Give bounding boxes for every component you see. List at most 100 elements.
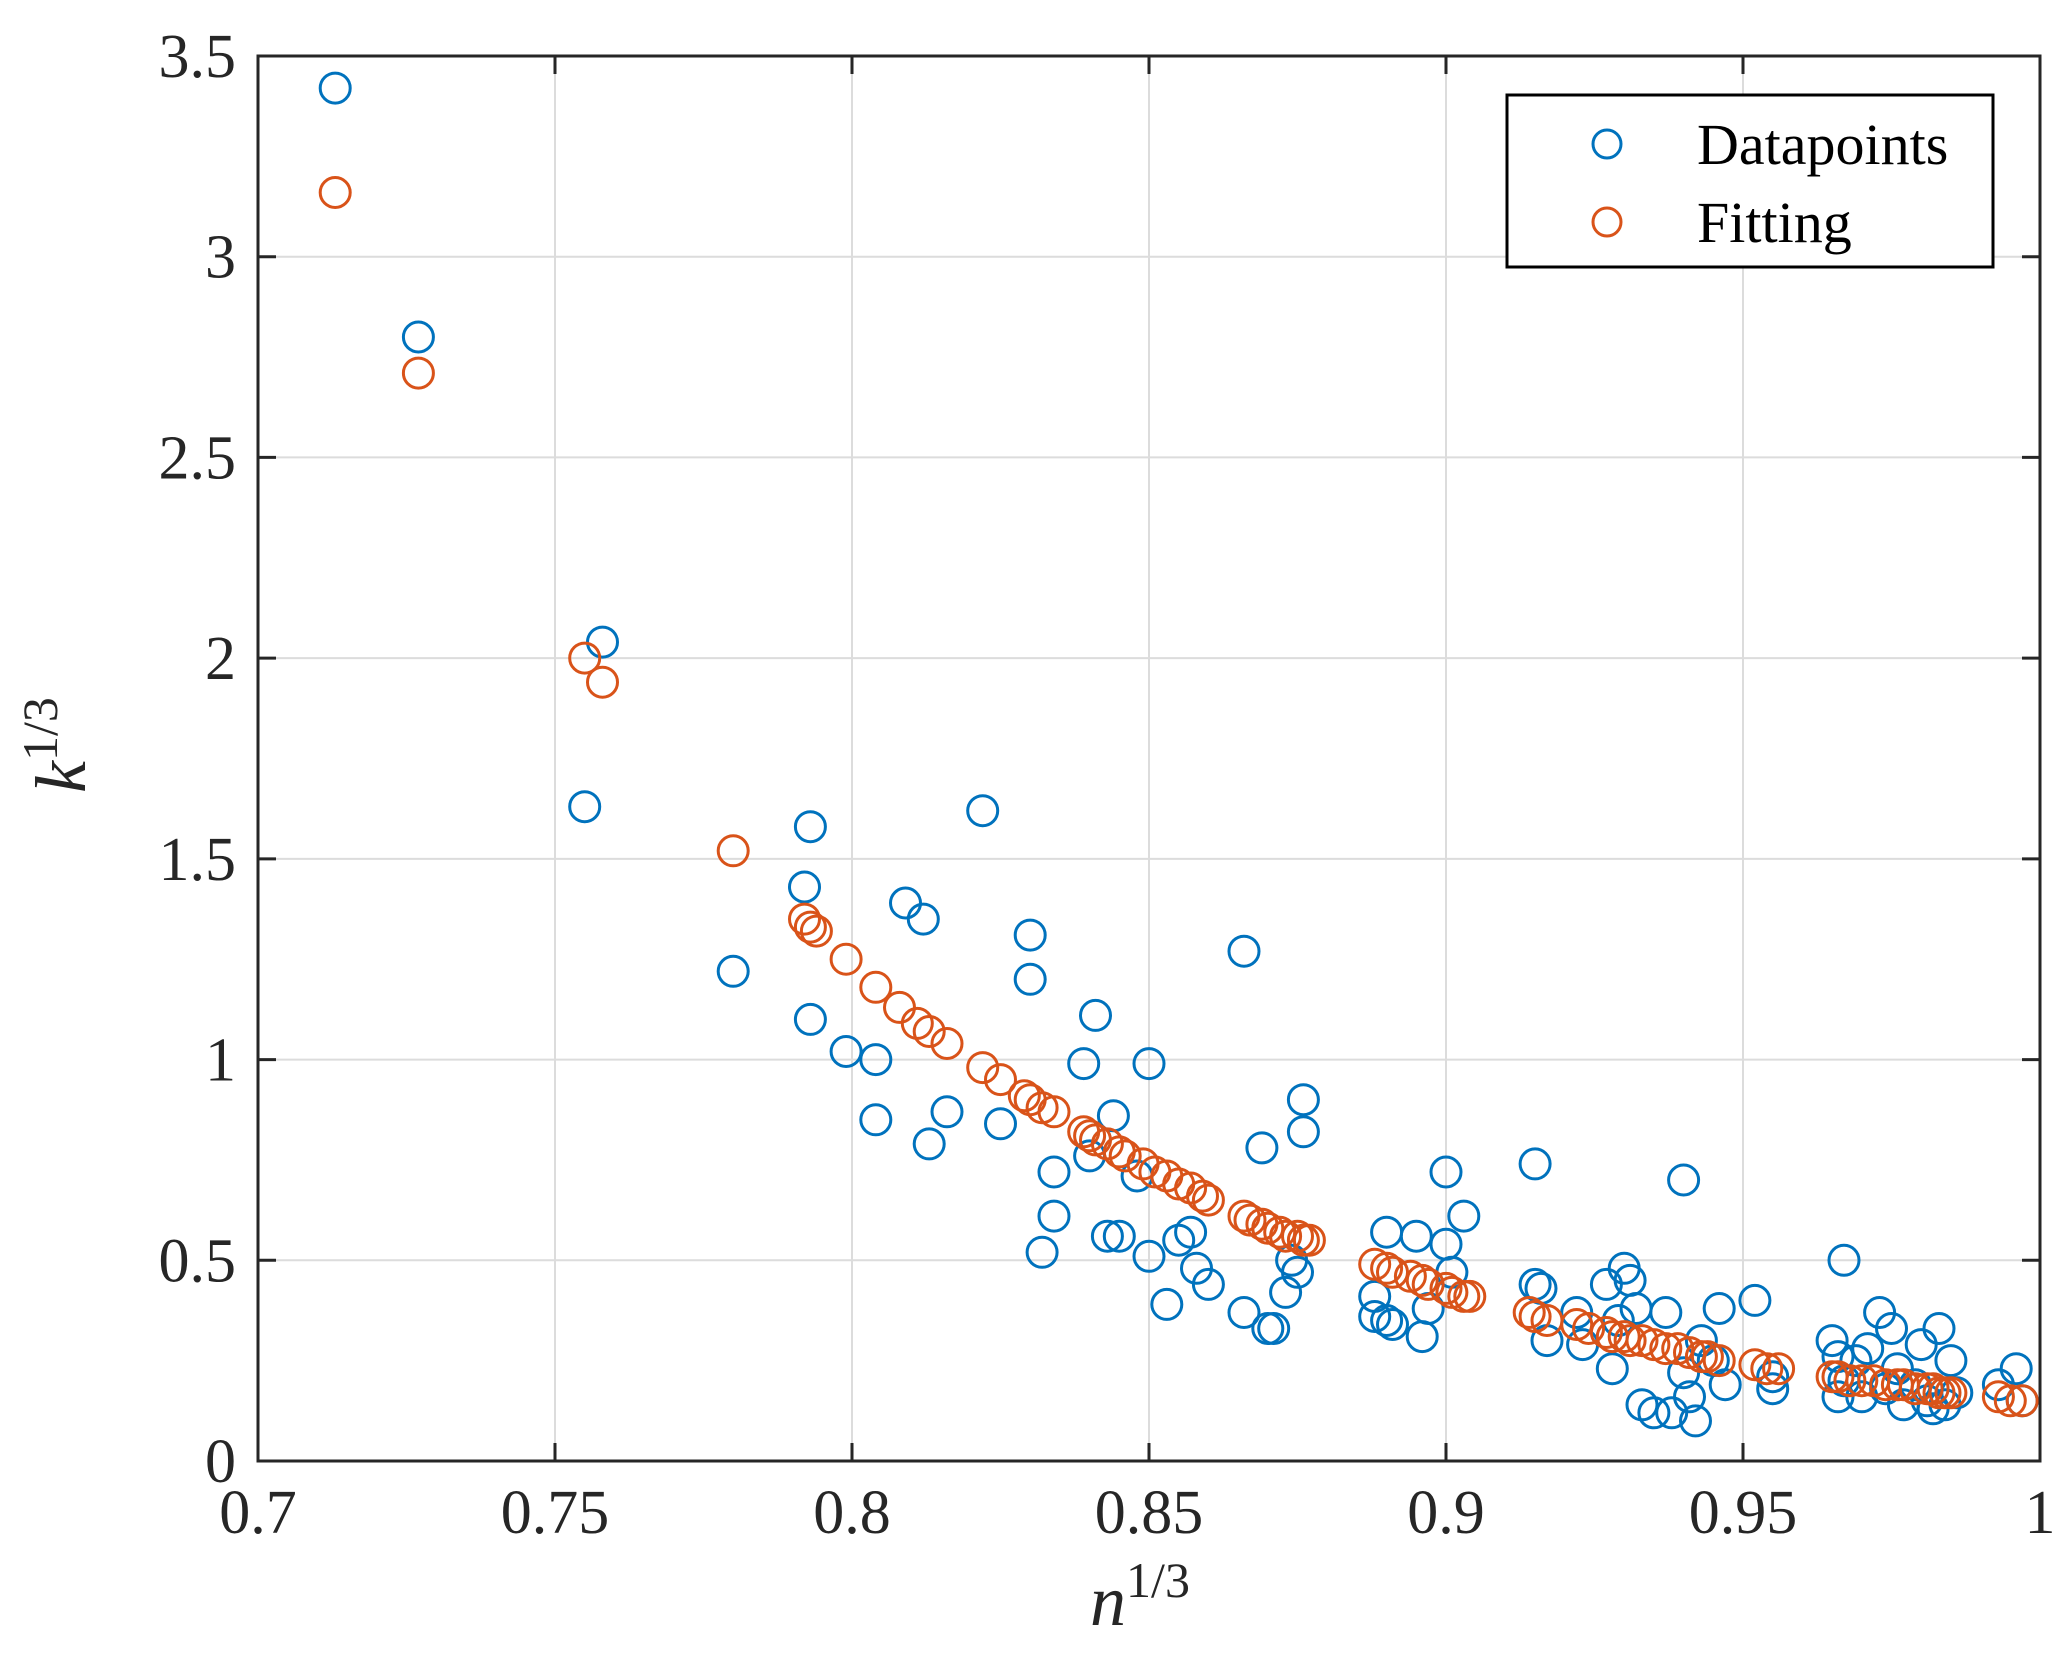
datapoints-point — [930, 1095, 964, 1129]
datapoints-point — [912, 1127, 946, 1161]
datapoints-point — [1191, 1267, 1225, 1301]
datapoints-point — [1067, 1047, 1101, 1081]
fitting-point — [788, 902, 821, 936]
datapoints-point — [1934, 1344, 1968, 1378]
legend-label-fitting: Fitting — [1697, 190, 1852, 255]
datapoints-point — [1922, 1312, 1956, 1345]
fitting-point — [930, 1027, 964, 1060]
y-tick-label: 2 — [205, 625, 236, 693]
datapoints-point — [1227, 934, 1261, 968]
datapoints-point — [1013, 918, 1047, 952]
fitting-point — [1649, 1332, 1683, 1366]
axis-ticks — [256, 54, 2042, 1463]
x-tick-label: 0.8 — [813, 1479, 891, 1547]
x-tick-label: 0.95 — [1689, 1479, 1798, 1547]
datapoints-point — [1667, 1163, 1701, 1197]
y-tick-label: 2.5 — [159, 424, 237, 492]
fitting-point — [1589, 1316, 1623, 1349]
datapoints-point — [1649, 1296, 1683, 1329]
datapoints-point — [1601, 1304, 1635, 1337]
fitting-point — [1007, 1079, 1041, 1113]
datapoints-point — [1286, 1083, 1320, 1117]
fitting-point — [1702, 1344, 1736, 1378]
datapoints-point — [1257, 1312, 1291, 1345]
datapoints-point — [1702, 1292, 1736, 1325]
legend-marker-fitting — [1591, 206, 1623, 238]
fitting-point — [829, 942, 863, 976]
datapoints-point — [568, 790, 602, 824]
datapoints-point — [1851, 1332, 1885, 1366]
datapoints-point — [859, 1043, 893, 1077]
datapoints-point — [318, 71, 352, 105]
datapoints-point — [1132, 1047, 1166, 1081]
fitting-point — [1411, 1267, 1445, 1301]
datapoints-point — [716, 954, 750, 988]
fitting-point — [912, 1015, 946, 1048]
datapoints-point — [1429, 1155, 1463, 1189]
fitting-point — [793, 910, 827, 944]
y-tick-label: 1.5 — [159, 826, 237, 894]
datapoints-point — [1174, 1215, 1208, 1249]
datapoints-point — [1738, 1283, 1772, 1317]
y-tick-labels: 0 0.5 1 1.5 2 2.5 3 3.5 — [159, 23, 237, 1496]
datapoints-point — [859, 1103, 893, 1137]
fitting-point — [1512, 1296, 1546, 1329]
datapoints-point — [1079, 998, 1112, 1032]
fitting-point — [1845, 1364, 1879, 1398]
datapoints-point — [1227, 1296, 1261, 1329]
y-tick-label: 3 — [205, 224, 236, 292]
datapoints-point — [984, 1107, 1017, 1141]
fitting-point — [1186, 1179, 1219, 1213]
datapoints-point — [1376, 1308, 1409, 1341]
fitting-point — [1613, 1324, 1647, 1358]
fitting-point — [318, 176, 352, 209]
y-axis-label-exponent: 1/3 — [12, 697, 68, 761]
y-tick-label: 3.5 — [159, 23, 237, 91]
fitting-point — [859, 970, 893, 1004]
datapoints-point — [1999, 1352, 2033, 1386]
datapoints-point — [1756, 1372, 1790, 1406]
datapoints-point — [1447, 1199, 1481, 1233]
legend-box — [1505, 93, 1995, 269]
datapoints-point — [793, 1002, 827, 1036]
fitting-point — [1263, 1215, 1297, 1249]
datapoints-point — [401, 320, 435, 354]
fitting-point — [1572, 1312, 1606, 1345]
series-datapoints — [318, 71, 2039, 1438]
fitting-point — [1370, 1251, 1404, 1285]
x-tick-label: 0.85 — [1095, 1479, 1204, 1547]
fitting-point — [799, 914, 833, 948]
legend: Datapoints Fitting — [1505, 93, 1995, 269]
datapoints-point — [1132, 1239, 1166, 1273]
fitting-point — [966, 1051, 1000, 1085]
fitting-point — [1191, 1183, 1225, 1217]
fitting-point — [1833, 1364, 1867, 1398]
legend-marker-datapoints — [1591, 128, 1623, 160]
fitting-point — [1993, 1384, 2027, 1418]
fitting-point — [401, 356, 435, 390]
datapoints-point — [1684, 1324, 1718, 1358]
datapoints-point — [966, 794, 1000, 828]
fitting-point — [1073, 1119, 1107, 1153]
datapoints-point — [1756, 1360, 1790, 1394]
datapoints-point — [1708, 1368, 1742, 1402]
x-axis-label-exponent: 1/3 — [1126, 1552, 1190, 1608]
fitting-point — [1750, 1352, 1784, 1386]
datapoints-point — [1269, 1275, 1303, 1309]
y-axis-label-base: k — [21, 759, 101, 793]
fitting-point — [1269, 1219, 1303, 1253]
fitting-point — [2005, 1384, 2039, 1418]
y-axis-label: k1/3 — [12, 697, 101, 793]
datapoints-point — [1150, 1287, 1184, 1321]
x-tick-label: 0.9 — [1407, 1479, 1485, 1547]
x-tick-label: 0.7 — [219, 1479, 297, 1547]
y-tick-label: 0.5 — [159, 1227, 237, 1295]
fitting-point — [1037, 1095, 1071, 1129]
fitting-point — [1376, 1255, 1409, 1289]
datapoints-point — [1090, 1219, 1124, 1253]
datapoints-point — [1399, 1219, 1433, 1253]
y-tick-label: 0 — [205, 1428, 236, 1496]
datapoints-point — [788, 870, 821, 904]
x-axis-label: n1/3 — [1090, 1552, 1190, 1641]
datapoints-point — [1673, 1380, 1706, 1414]
